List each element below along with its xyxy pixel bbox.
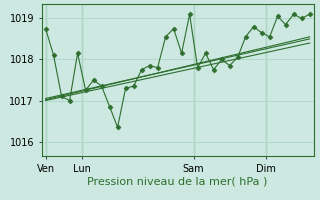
X-axis label: Pression niveau de la mer( hPa ): Pression niveau de la mer( hPa ) (87, 176, 268, 186)
